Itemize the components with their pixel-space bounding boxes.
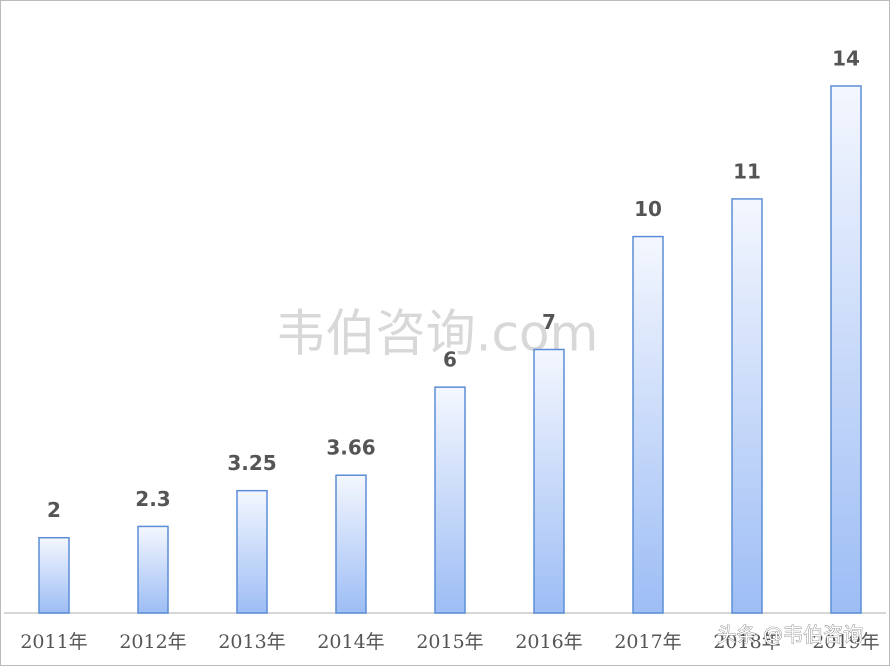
data-label: 3.66: [326, 436, 375, 460]
x-tick-label: 2018年: [713, 631, 780, 653]
bar: [731, 198, 763, 614]
x-tick-label: 2015年: [416, 631, 483, 653]
x-tick-label: 2017年: [614, 631, 681, 653]
x-tick-label: 2012年: [119, 631, 186, 653]
bar: [830, 85, 862, 614]
x-tick-label: 2013年: [218, 631, 285, 653]
bar: [236, 489, 268, 614]
bar: [434, 386, 466, 614]
data-label: 3.25: [227, 451, 276, 475]
x-tick-label: 2014年: [317, 631, 384, 653]
bar: [533, 348, 565, 614]
bar: [632, 235, 664, 614]
data-label: 14: [832, 47, 860, 71]
data-label: 2: [47, 498, 61, 522]
source-watermark: 头条 @韦伯咨询: [717, 623, 863, 647]
data-label: 7: [542, 310, 556, 334]
data-label: 11: [733, 159, 761, 183]
bar: [38, 536, 70, 614]
x-tick-label: 2011年: [20, 631, 87, 653]
bar: [335, 474, 367, 614]
data-label: 2.3: [135, 487, 170, 511]
data-label: 6: [443, 348, 457, 372]
x-tick-label: 2019年: [812, 631, 879, 653]
x-tick-label: 2016年: [515, 631, 582, 653]
data-label: 10: [634, 197, 662, 221]
bar: [137, 525, 169, 614]
